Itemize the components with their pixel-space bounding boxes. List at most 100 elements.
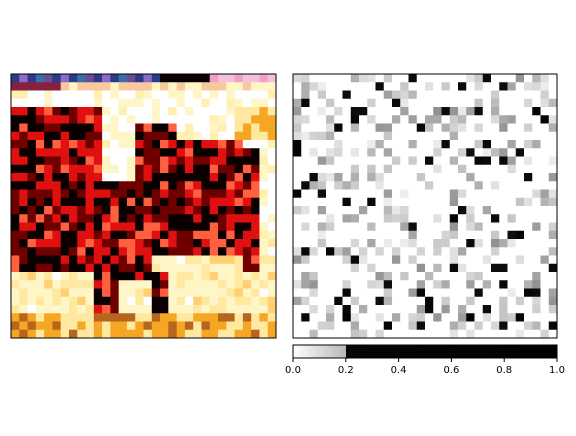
heatmap-cell	[482, 197, 492, 207]
image-pixel	[201, 222, 211, 232]
heatmap-cell	[350, 82, 360, 91]
heatmap-cell	[400, 255, 409, 265]
heatmap-cell	[350, 313, 360, 322]
image-pixel	[68, 305, 78, 314]
heatmap-cell	[466, 247, 475, 256]
heatmap-cell	[317, 280, 327, 289]
image-pixel	[218, 181, 227, 190]
image-pixel	[267, 239, 277, 248]
image-pixel	[19, 239, 28, 248]
image-pixel	[226, 131, 235, 141]
heatmap-cell	[301, 90, 310, 100]
image-pixel	[259, 272, 269, 281]
heatmap-cell	[474, 230, 484, 240]
heatmap-cell	[515, 214, 525, 223]
heatmap-cell	[449, 148, 459, 157]
image-pixel	[110, 222, 120, 232]
image-pixel	[267, 288, 277, 298]
heatmap-cell	[342, 115, 352, 124]
heatmap-cell	[449, 107, 459, 116]
heatmap-cell	[499, 164, 508, 174]
image-pixel	[176, 164, 186, 174]
image-pixel	[193, 115, 202, 124]
heatmap-cell	[301, 230, 310, 240]
heatmap-cell	[309, 272, 319, 281]
image-pixel	[110, 329, 120, 339]
image-pixel	[259, 313, 269, 322]
heatmap-cell	[524, 156, 533, 166]
heatmap-cell	[425, 131, 434, 141]
image-pixel	[68, 230, 78, 240]
heatmap-cell	[326, 321, 335, 331]
heatmap-cell	[499, 329, 508, 339]
image-pixel	[11, 189, 20, 199]
heatmap-cell	[408, 90, 418, 100]
image-pixel	[102, 263, 111, 273]
image-pixel	[35, 90, 45, 100]
heatmap-cell	[466, 156, 475, 166]
heatmap-cell	[474, 329, 484, 339]
image-pixel	[168, 74, 178, 83]
heatmap-cell	[548, 197, 558, 207]
heatmap-cell	[367, 280, 376, 289]
image-pixel	[242, 296, 252, 306]
heatmap-cell	[383, 82, 393, 91]
image-pixel	[151, 313, 161, 322]
heatmap-cell	[317, 148, 327, 157]
image-pixel	[201, 123, 211, 133]
heatmap-cell	[540, 272, 550, 281]
heatmap-cell	[466, 90, 475, 100]
image-pixel	[234, 280, 244, 289]
image-pixel	[184, 173, 194, 182]
heatmap-cell	[441, 90, 451, 100]
image-pixel	[126, 74, 136, 83]
image-pixel	[27, 222, 37, 232]
image-pixel	[242, 222, 252, 232]
image-pixel	[11, 206, 20, 215]
heatmap-cell	[532, 321, 541, 331]
heatmap-cell	[507, 82, 517, 91]
image-pixel	[27, 206, 37, 215]
heatmap-cell	[326, 214, 335, 223]
image-pixel	[251, 74, 260, 83]
image-pixel	[218, 239, 227, 248]
image-pixel	[102, 296, 111, 306]
image-pixel	[193, 272, 202, 281]
heatmap-cell	[532, 239, 541, 248]
image-pixel	[135, 197, 144, 207]
heatmap-cell	[515, 173, 525, 182]
image-pixel	[85, 90, 95, 100]
image-pixel	[218, 288, 227, 298]
image-pixel	[143, 272, 153, 281]
heatmap-cell	[532, 305, 541, 314]
image-pixel	[19, 123, 28, 133]
heatmap-cell	[408, 230, 418, 240]
heatmap-cell	[474, 296, 484, 306]
heatmap-cell	[359, 272, 368, 281]
image-pixel	[201, 247, 211, 256]
heatmap-cell	[400, 74, 409, 83]
heatmap-cell	[326, 90, 335, 100]
heatmap-cell	[425, 321, 434, 331]
heatmap-cell	[449, 230, 459, 240]
image-pixel	[19, 214, 28, 223]
image-pixel	[143, 148, 153, 157]
image-pixel	[110, 115, 120, 124]
image-pixel	[226, 329, 235, 339]
heatmap-cell	[392, 98, 401, 108]
heatmap-cell	[359, 247, 368, 256]
image-pixel	[93, 189, 103, 199]
image-pixel	[193, 123, 202, 133]
image-pixel	[11, 247, 20, 256]
image-pixel	[118, 107, 128, 116]
heatmap-cell	[425, 107, 434, 116]
heatmap-cell	[408, 173, 418, 182]
image-pixel	[126, 164, 136, 174]
heatmap-cell	[350, 272, 360, 281]
image-pixel	[35, 115, 45, 124]
image-pixel	[11, 148, 20, 157]
heatmap-cell	[532, 140, 541, 149]
image-pixel	[135, 140, 144, 149]
heatmap-cell	[400, 181, 409, 190]
heatmap-cell	[350, 115, 360, 124]
